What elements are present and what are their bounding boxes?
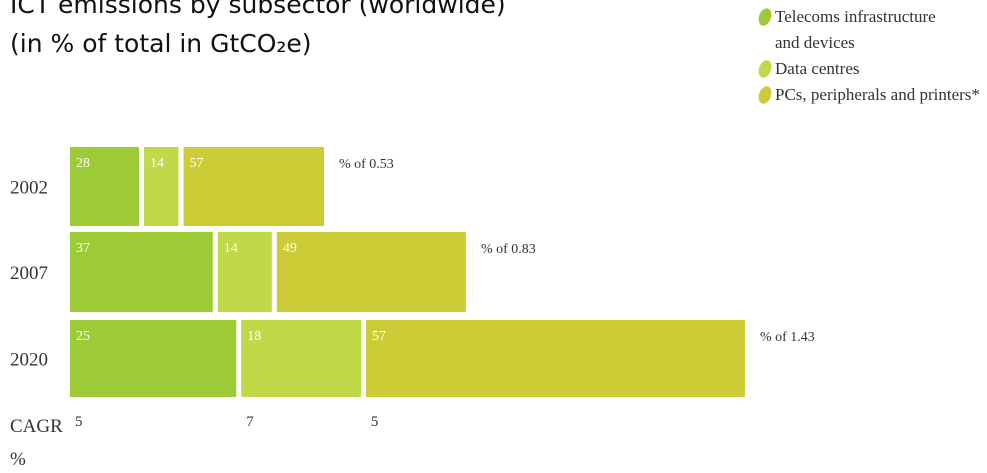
- value-label: 14: [224, 241, 238, 256]
- cagr-value: 7: [246, 414, 254, 430]
- value-label: 25: [76, 329, 90, 344]
- bar-segment: [70, 232, 213, 312]
- total-label: % of 1.43: [760, 330, 815, 345]
- bar-segment: [183, 147, 324, 226]
- value-label: 49: [283, 241, 297, 256]
- value-label: 18: [247, 329, 261, 344]
- value-label: 57: [372, 329, 386, 344]
- legend-marker: [758, 86, 772, 104]
- bar-segment: [365, 320, 745, 397]
- bar-segment: [241, 320, 361, 397]
- cagr-label: CAGR: [10, 416, 63, 437]
- chart-subtitle: (in % of total in GtCO₂e): [10, 29, 312, 58]
- value-label: 14: [150, 156, 164, 171]
- legend-label: Data centres: [775, 59, 859, 78]
- bar-segment: [276, 232, 466, 312]
- value-label: 57: [190, 156, 204, 171]
- total-label: % of 0.83: [481, 242, 536, 257]
- total-label: % of 0.53: [339, 157, 394, 172]
- cagr-label: %: [10, 449, 26, 470]
- y-tick-label: 2002: [10, 178, 48, 199]
- chart-title: ICT emissions by subsector (worldwide): [10, 0, 506, 19]
- value-label: 37: [76, 241, 90, 256]
- y-tick-label: 2007: [10, 263, 48, 284]
- legend-marker: [758, 8, 772, 26]
- bar-segment: [217, 232, 272, 312]
- cagr-value: 5: [75, 414, 83, 430]
- y-tick-label: 2020: [10, 350, 48, 371]
- bar-segment: [144, 147, 179, 226]
- value-label: 28: [76, 156, 90, 171]
- bar-segment: [70, 147, 140, 226]
- legend-label: PCs, peripherals and printers*: [775, 85, 980, 104]
- cagr-value: 5: [371, 414, 379, 430]
- legend-label: Telecoms infrastructure and devices: [775, 7, 936, 52]
- legend-marker: [758, 60, 772, 78]
- bar-segment: [70, 320, 237, 397]
